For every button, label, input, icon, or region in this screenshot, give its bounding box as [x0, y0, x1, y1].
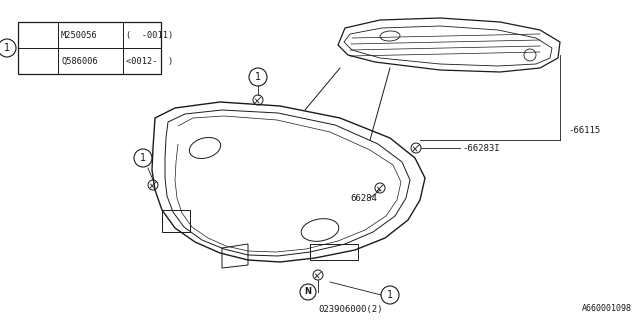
Text: N: N — [305, 287, 312, 297]
Text: <0012-  ): <0012- ) — [126, 57, 173, 66]
Bar — [162, 210, 190, 232]
Text: 66284: 66284 — [350, 194, 377, 203]
Text: A660001098: A660001098 — [582, 304, 632, 313]
Text: -66283I: -66283I — [462, 143, 500, 153]
Text: 023906000(2): 023906000(2) — [318, 305, 383, 314]
Text: 1: 1 — [255, 72, 261, 82]
Text: 1: 1 — [387, 290, 393, 300]
Bar — [310, 244, 358, 260]
Text: 1: 1 — [4, 43, 10, 53]
Text: -66115: -66115 — [568, 125, 600, 134]
Text: Q586006: Q586006 — [61, 57, 98, 66]
Text: M250056: M250056 — [61, 30, 98, 39]
Text: 1: 1 — [140, 153, 146, 163]
Bar — [18, 22, 161, 74]
Text: (  -0011): ( -0011) — [126, 30, 173, 39]
